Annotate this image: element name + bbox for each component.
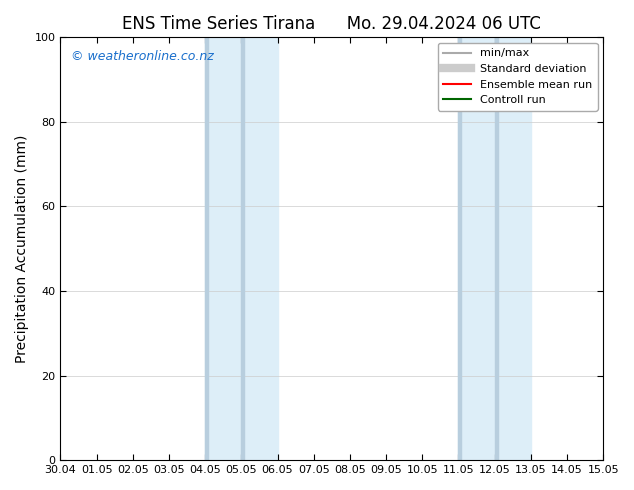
Bar: [205, 37, 208, 460]
Bar: [242, 37, 244, 460]
Title: ENS Time Series Tirana      Mo. 29.04.2024 06 UTC: ENS Time Series Tirana Mo. 29.04.2024 06…: [122, 15, 541, 33]
Bar: [458, 37, 462, 460]
Bar: [205, 37, 278, 460]
Text: © weatheronline.co.nz: © weatheronline.co.nz: [71, 50, 214, 63]
Bar: [495, 37, 498, 460]
Y-axis label: Precipitation Accumulation (mm): Precipitation Accumulation (mm): [15, 135, 29, 363]
Bar: [458, 37, 531, 460]
Legend: min/max, Standard deviation, Ensemble mean run, Controll run: min/max, Standard deviation, Ensemble me…: [437, 43, 598, 111]
